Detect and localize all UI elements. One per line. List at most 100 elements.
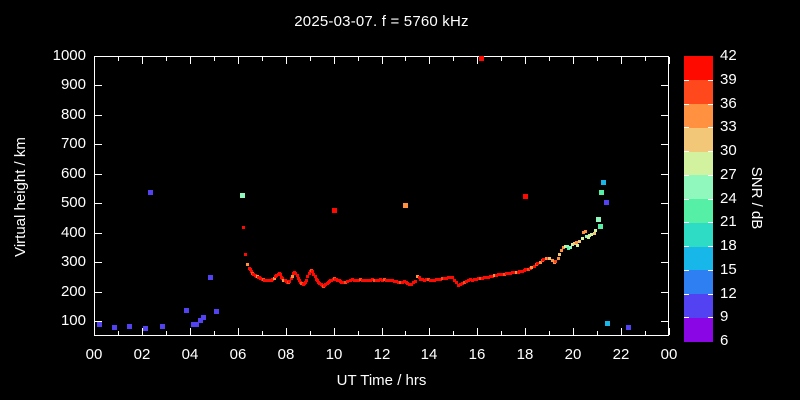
colorbar-tick (684, 222, 689, 223)
data-point (441, 277, 445, 281)
data-point (427, 278, 431, 282)
data-point (346, 279, 350, 283)
data-point (409, 282, 413, 286)
data-point (536, 261, 540, 265)
data-point (524, 268, 528, 272)
data-point (331, 207, 337, 213)
x-tick (94, 328, 95, 335)
data-point (447, 276, 451, 280)
data-point (429, 278, 433, 282)
data-point (414, 279, 418, 283)
x-axis-title: UT Time / hrs (336, 372, 427, 389)
data-point (390, 279, 394, 283)
data-point (388, 278, 392, 282)
colorbar-tick (708, 104, 713, 105)
y-tick (95, 203, 102, 204)
data-point (290, 274, 294, 278)
data-point (439, 277, 443, 281)
data-point (474, 277, 478, 281)
colorbar-segment (684, 222, 713, 247)
colorbar-segment (684, 317, 713, 342)
data-point (494, 273, 498, 277)
x-tick-label: 16 (468, 346, 486, 363)
data-point (419, 277, 423, 281)
data-point (239, 192, 245, 198)
x-tick-label: 00 (85, 346, 103, 363)
x-tick (645, 331, 646, 335)
data-point (339, 280, 343, 284)
data-point (492, 274, 496, 278)
x-tick (142, 328, 143, 335)
data-point (304, 281, 308, 285)
data-point (394, 280, 398, 284)
y-tick (661, 144, 668, 145)
data-point (408, 283, 412, 287)
data-point (556, 256, 560, 260)
data-point (295, 274, 299, 278)
data-point (597, 223, 603, 229)
data-point (460, 282, 464, 286)
x-tick (358, 57, 359, 61)
y-tick (95, 233, 102, 234)
data-point (560, 248, 564, 252)
x-tick (214, 57, 215, 61)
x-tick (477, 328, 478, 335)
x-tick (286, 328, 287, 335)
y-tick (661, 115, 668, 116)
colorbar-tick-label: 12 (720, 285, 737, 302)
colorbar-segment (684, 56, 713, 81)
data-point (358, 277, 362, 281)
data-point (350, 277, 354, 281)
x-tick (669, 57, 670, 64)
data-point (421, 278, 425, 282)
x-tick (190, 57, 191, 64)
x-tick (262, 331, 263, 335)
plot-area (94, 56, 669, 336)
data-point (552, 261, 556, 265)
data-point (571, 243, 575, 247)
y-tick (95, 115, 102, 116)
data-point (200, 314, 206, 320)
data-point (311, 270, 315, 274)
data-point (534, 263, 538, 267)
data-point (356, 278, 360, 282)
data-point (451, 275, 455, 279)
colorbar-tick (708, 317, 713, 318)
data-point (312, 272, 316, 276)
y-tick (661, 262, 668, 263)
data-point (578, 239, 582, 243)
y-tick-label: 700 (60, 135, 86, 152)
x-tick (118, 57, 119, 61)
colorbar-tick (684, 80, 689, 81)
y-tick (661, 174, 668, 175)
data-point (431, 278, 435, 282)
colorbar-tick (684, 151, 689, 152)
data-point (496, 273, 500, 277)
data-point (435, 278, 439, 282)
data-point (478, 56, 484, 62)
colorbar-tick (708, 175, 713, 176)
data-point (402, 279, 406, 283)
x-tick (669, 328, 670, 335)
x-tick-label: 02 (133, 346, 151, 363)
x-tick (453, 331, 454, 335)
x-tick-label: 06 (229, 346, 247, 363)
x-tick (621, 328, 622, 335)
y-tick (95, 262, 102, 263)
data-point (514, 270, 518, 274)
colorbar-segment (684, 127, 713, 152)
data-point (466, 278, 470, 282)
colorbar-tick (708, 270, 713, 271)
data-point (354, 279, 358, 283)
x-tick-label: 10 (325, 346, 343, 363)
y-tick-label: 300 (60, 253, 86, 270)
x-tick (310, 57, 311, 61)
data-point (586, 236, 590, 240)
x-tick (262, 57, 263, 61)
x-tick (214, 331, 215, 335)
x-tick (166, 57, 167, 61)
data-point (562, 246, 566, 250)
data-point (348, 278, 352, 282)
data-point (516, 270, 520, 274)
data-point (294, 271, 298, 275)
